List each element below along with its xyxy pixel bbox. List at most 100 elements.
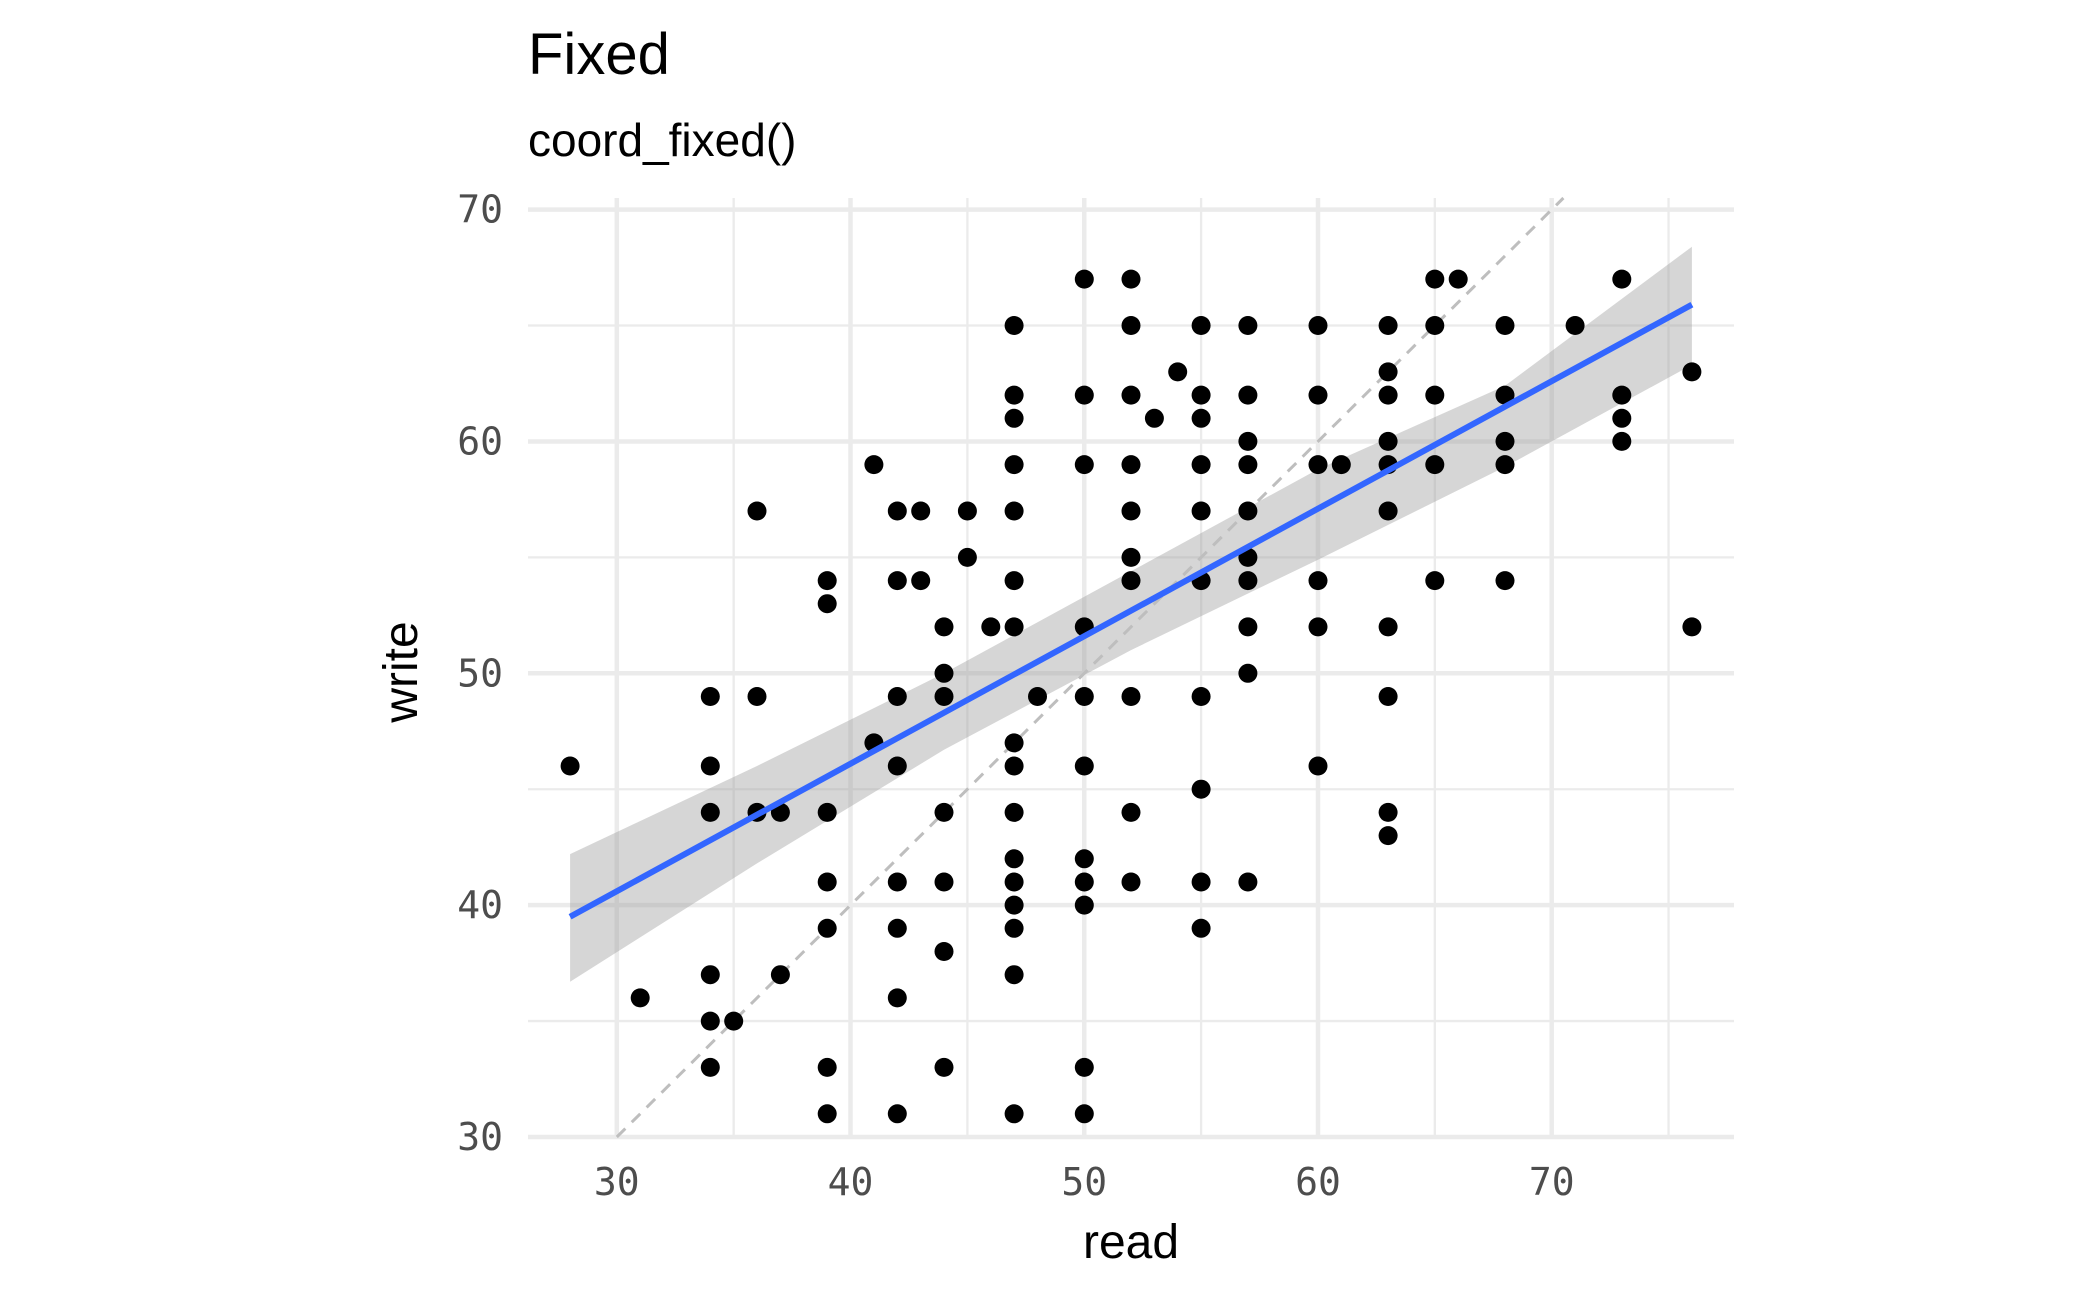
data-point	[1028, 687, 1047, 706]
data-point	[700, 1057, 720, 1077]
y-axis-ticks: 30 40 50 60 70	[457, 188, 503, 1159]
data-point	[1004, 965, 1024, 985]
data-point	[1378, 617, 1398, 637]
y-tick-label: 50	[457, 651, 503, 695]
data-point	[724, 1011, 744, 1031]
data-point	[1238, 385, 1258, 405]
data-point	[817, 872, 837, 892]
data-point	[1004, 617, 1024, 637]
data-point	[934, 687, 954, 706]
data-point	[1144, 408, 1164, 428]
data-point	[700, 756, 720, 776]
data-point	[700, 802, 720, 822]
data-point	[911, 571, 931, 591]
data-point	[1378, 431, 1398, 451]
y-tick-label: 60	[457, 419, 503, 463]
data-point	[1495, 455, 1515, 475]
data-point	[1682, 617, 1702, 637]
data-point	[1004, 316, 1024, 335]
data-point	[1121, 571, 1141, 591]
data-point	[1004, 849, 1024, 869]
data-point	[1004, 455, 1024, 475]
data-point	[1378, 826, 1398, 846]
data-point	[934, 663, 954, 683]
data-point	[934, 872, 954, 892]
data-point	[1074, 849, 1094, 869]
data-point	[1238, 617, 1258, 637]
x-axis-ticks: 30 40 50 60 70	[594, 1160, 1575, 1204]
data-point	[1004, 408, 1024, 428]
y-tick-label: 40	[457, 883, 503, 927]
data-point	[1565, 316, 1585, 335]
data-point	[887, 687, 907, 706]
data-point	[1074, 687, 1094, 706]
points-layer	[560, 269, 1702, 1124]
data-point	[1495, 431, 1515, 451]
major-gridlines	[528, 198, 1734, 1140]
data-point	[1074, 872, 1094, 892]
data-point	[817, 802, 837, 822]
data-point	[817, 918, 837, 938]
data-point	[1004, 501, 1024, 521]
data-point	[1191, 316, 1211, 335]
data-point	[957, 501, 977, 521]
data-point	[1238, 501, 1258, 521]
x-tick-label: 30	[594, 1160, 640, 1204]
data-point	[1121, 269, 1141, 289]
data-point	[1121, 687, 1141, 706]
data-point	[1682, 362, 1702, 382]
data-point	[1074, 1057, 1094, 1077]
fit-line-layer	[568, 302, 1694, 920]
data-point	[770, 965, 790, 985]
data-point	[1378, 316, 1398, 335]
confidence-band	[570, 246, 1692, 982]
data-point	[1612, 269, 1632, 289]
data-point	[1074, 455, 1094, 475]
data-point	[1378, 362, 1398, 382]
data-point	[1378, 687, 1398, 706]
data-point	[817, 1057, 837, 1077]
data-point	[981, 617, 1001, 637]
data-point	[1238, 431, 1258, 451]
data-point	[1004, 1104, 1024, 1124]
data-point	[934, 617, 954, 637]
data-point	[630, 988, 650, 1008]
data-point	[1495, 571, 1515, 591]
data-point	[1004, 571, 1024, 591]
data-point	[887, 918, 907, 938]
data-point	[934, 1057, 954, 1077]
data-point	[1425, 269, 1445, 289]
data-point	[1308, 316, 1328, 335]
data-point	[1238, 571, 1258, 591]
data-point	[911, 501, 931, 521]
data-point	[817, 1104, 837, 1124]
data-point	[1004, 918, 1024, 938]
data-point	[1495, 385, 1515, 405]
data-point	[1612, 408, 1632, 428]
data-point	[560, 756, 580, 776]
y-tick-label: 30	[457, 1115, 503, 1159]
y-tick-label: 70	[457, 188, 503, 232]
chart-subtitle: coord_fixed()	[528, 114, 796, 166]
data-point	[1308, 756, 1328, 776]
data-point	[1378, 802, 1398, 822]
data-point	[1004, 802, 1024, 822]
data-point	[1121, 385, 1141, 405]
data-point	[817, 594, 837, 614]
data-point	[864, 455, 884, 475]
data-point	[1495, 316, 1515, 335]
data-point	[887, 756, 907, 776]
data-point	[1121, 872, 1141, 892]
data-point	[1191, 385, 1211, 405]
data-point	[1191, 408, 1211, 428]
data-point	[1121, 802, 1141, 822]
data-point	[1004, 895, 1024, 915]
data-point	[1004, 733, 1024, 753]
x-tick-label: 60	[1295, 1160, 1341, 1204]
confidence-band-layer	[570, 246, 1692, 982]
data-point	[957, 547, 977, 567]
x-tick-label: 50	[1061, 1160, 1107, 1204]
data-point	[1074, 385, 1094, 405]
data-point	[1378, 385, 1398, 405]
